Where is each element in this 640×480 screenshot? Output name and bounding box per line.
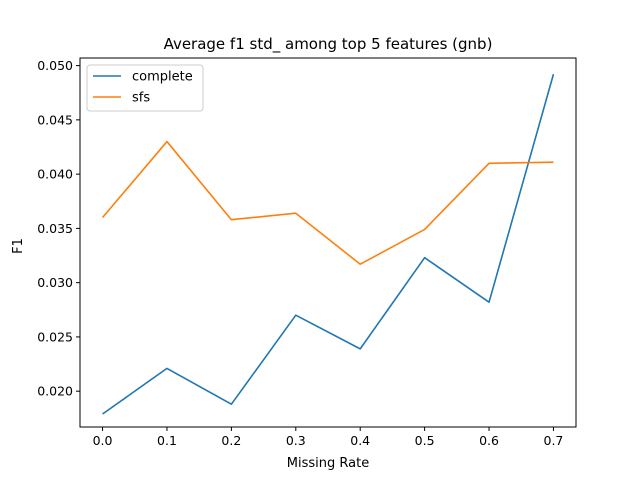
x-tick-label-5: 0.5 — [415, 433, 435, 448]
x-axis-label: Missing Rate — [287, 456, 369, 471]
legend-label-sfs: sfs — [132, 91, 150, 106]
y-tick-label-1: 0.025 — [37, 329, 73, 344]
legend-label-complete: complete — [132, 70, 193, 85]
x-tick-label-7: 0.7 — [544, 433, 564, 448]
y-axis-label: F1 — [11, 238, 26, 254]
y-tick-label-0: 0.020 — [37, 384, 73, 399]
x-tick-label-4: 0.4 — [350, 433, 370, 448]
y-tick-label-4: 0.040 — [37, 167, 73, 182]
x-tick-label-1: 0.1 — [157, 433, 177, 448]
y-tick-label-2: 0.030 — [37, 275, 73, 290]
x-tick-label-2: 0.2 — [221, 433, 241, 448]
y-tick-label-3: 0.035 — [37, 221, 73, 236]
x-tick-label-0: 0.0 — [93, 433, 113, 448]
y-tick-label-5: 0.045 — [37, 112, 73, 127]
x-tick-label-6: 0.6 — [479, 433, 499, 448]
x-tick-label-3: 0.3 — [286, 433, 306, 448]
y-tick-label-6: 0.050 — [37, 58, 73, 73]
chart-title: Average f1 std_ among top 5 features (gn… — [164, 35, 493, 54]
